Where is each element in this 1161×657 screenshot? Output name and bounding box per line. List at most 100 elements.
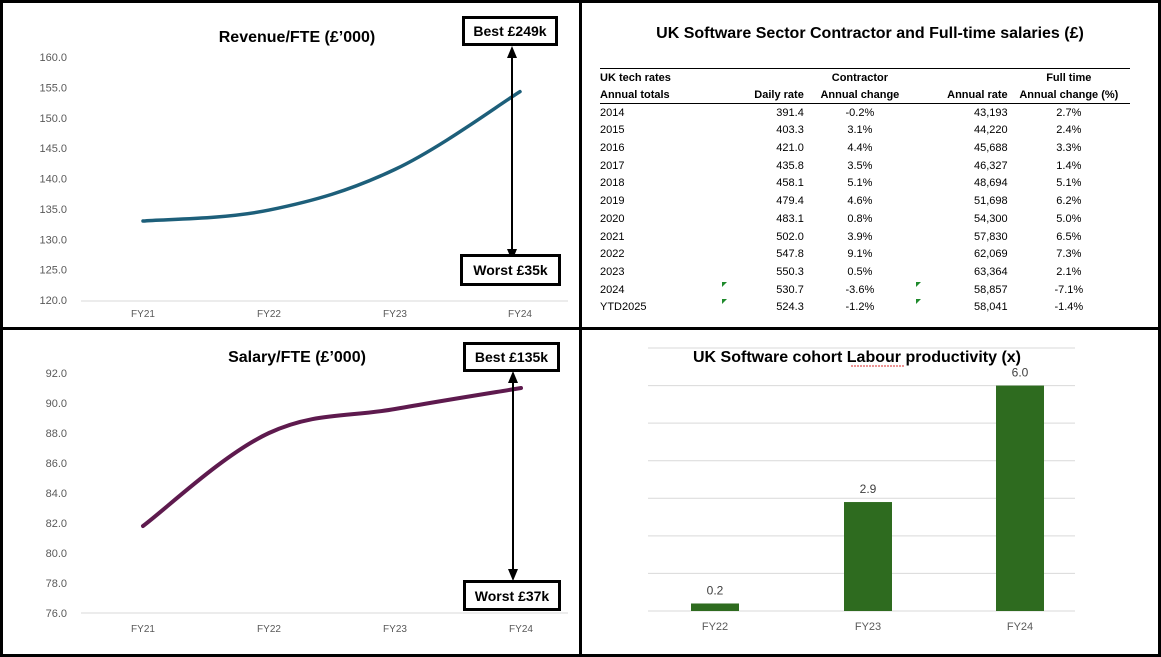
error-flag-icon <box>722 299 728 305</box>
revenue-panel: Revenue/FTE (£’000) 120.0 125.0 130.0 135.0… <box>3 3 579 327</box>
col-header-year: Annual totals <box>600 88 670 101</box>
rev-x-tick-label: FY22 <box>257 309 281 320</box>
cell-daily-rate: 391.4 <box>776 106 804 119</box>
cell-contractor-change: -0.2% <box>845 106 875 119</box>
salary-worst-callout: Worst £37k <box>463 580 561 611</box>
cell-contractor-change: 4.4% <box>847 142 873 155</box>
cell-year: YTD2025 <box>600 301 647 314</box>
table-row: 2020 483.1 0.8% 54,300 5.0% <box>600 210 1130 228</box>
cell-fulltime-change: -1.4% <box>1054 301 1084 314</box>
cell-daily-rate: 435.8 <box>776 159 804 172</box>
revenue-chart-title: Revenue/FTE (£’000) <box>219 29 376 46</box>
productivity-chart: UK Software cohort Labour productivity (… <box>648 347 1075 633</box>
salary-chart: Salary/FTE (£’000) 76.0 78.0 80.0 82.0 84.0 8… <box>46 349 568 635</box>
table-row: 2015 403.3 3.1% 44,220 2.4% <box>600 122 1130 140</box>
cell-contractor-change: -3.6% <box>845 283 875 296</box>
cell-year: 2021 <box>600 230 625 243</box>
rev-x-tick-label: FY23 <box>383 309 407 320</box>
rev-y-tick-label: 160.0 <box>39 52 67 64</box>
productivity-bar <box>996 385 1044 611</box>
cell-daily-rate: 502.0 <box>776 230 804 243</box>
cell-year: 2023 <box>600 265 625 278</box>
productivity-x-tick-label: FY22 <box>702 621 728 633</box>
table-row: 2018 458.1 5.1% 48,694 5.1% <box>600 175 1130 193</box>
sal-x-tick-label: FY23 <box>383 624 407 635</box>
productivity-x-tick-label: FY23 <box>855 621 881 633</box>
cell-fulltime-change: 5.1% <box>1056 177 1082 190</box>
table-row: 2016 421.0 4.4% 45,688 3.3% <box>600 139 1130 157</box>
cell-fulltime-change: 2.4% <box>1056 124 1082 137</box>
cell-year: 2022 <box>600 248 625 261</box>
productivity-bar <box>691 603 739 611</box>
sal-y-tick-label: 88.0 <box>46 428 67 440</box>
table-row: YTD2025 524.3 -1.2% 58,041 -1.4% <box>600 298 1130 316</box>
productivity-data-label: 0.2 <box>707 583 724 597</box>
salary-panel: Salary/FTE (£’000) 76.0 78.0 80.0 82.0 84.0 8… <box>3 330 579 654</box>
rev-x-tick-label: FY21 <box>131 309 155 320</box>
cell-fulltime-change: 6.5% <box>1056 230 1082 243</box>
cell-annual-rate: 48,694 <box>974 177 1008 190</box>
revenue-best-callout: Best £249k <box>462 16 558 46</box>
sal-y-tick-label: 90.0 <box>46 398 67 410</box>
revenue-arrow-head-top <box>507 46 517 58</box>
rev-y-tick-label: 145.0 <box>39 143 67 155</box>
cell-year: 2017 <box>600 159 625 172</box>
cell-year: 2016 <box>600 142 625 155</box>
sal-x-tick-label: FY22 <box>257 624 281 635</box>
cell-daily-rate: 421.0 <box>776 142 804 155</box>
productivity-chart-title: UK Software cohort Labour productivity (… <box>693 349 1021 366</box>
cell-annual-rate: 58,857 <box>915 281 1008 299</box>
col-header-fulltime-change: Annual change (%) <box>1019 88 1119 101</box>
revenue-series-line <box>141 89 522 223</box>
sal-y-tick-label: 80.0 <box>46 548 67 560</box>
horizontal-divider <box>0 327 1161 330</box>
cell-annual-rate: 43,193 <box>974 106 1008 119</box>
cell-daily-rate: 524.3 <box>722 298 804 316</box>
cell-contractor-change: 0.8% <box>847 212 873 225</box>
revenue-chart: Revenue/FTE (£’000) 120.0 125.0 130.0 135.0… <box>39 29 568 320</box>
rev-y-tick-label: 130.0 <box>39 234 67 246</box>
cell-contractor-change: 4.6% <box>847 195 873 208</box>
cell-daily-rate: 483.1 <box>776 212 804 225</box>
salary-best-callout: Best £135k <box>463 342 560 372</box>
salary-table-panel: UK Software Sector Contractor and Full-t… <box>582 3 1158 327</box>
cell-daily-rate: 530.7 <box>722 281 804 299</box>
error-flag-icon <box>915 299 921 305</box>
cell-annual-rate: 46,327 <box>974 159 1008 172</box>
cell-contractor-change: 3.5% <box>847 159 873 172</box>
cell-daily-rate: 550.3 <box>776 265 804 278</box>
table-row: 2022 547.8 9.1% 62,069 7.3% <box>600 245 1130 263</box>
cell-annual-rate: 45,688 <box>974 142 1008 155</box>
rev-y-tick-label: 140.0 <box>39 174 67 186</box>
cell-daily-rate: 458.1 <box>776 177 804 190</box>
sal-y-tick-label: 92.0 <box>46 368 67 380</box>
cell-year: 2014 <box>600 106 625 119</box>
sal-y-tick-label: 84.0 <box>46 488 67 500</box>
table-row: 2019 479.4 4.6% 51,698 6.2% <box>600 192 1130 210</box>
productivity-x-tick-label: FY24 <box>1007 621 1033 633</box>
table-row: 2017 435.8 3.5% 46,327 1.4% <box>600 157 1130 175</box>
cell-contractor-change: 3.1% <box>847 124 873 137</box>
salary-table-title: UK Software Sector Contractor and Full-t… <box>656 25 1084 42</box>
cell-daily-rate: 547.8 <box>776 248 804 261</box>
error-flag-icon <box>915 281 921 287</box>
cell-fulltime-change: 7.3% <box>1056 248 1082 261</box>
rev-y-tick-label: 155.0 <box>39 82 67 94</box>
cell-annual-rate: 62,069 <box>974 248 1008 261</box>
cell-contractor-change: -1.2% <box>845 301 875 314</box>
productivity-panel: UK Software cohort Labour productivity (… <box>582 330 1158 654</box>
productivity-data-label: 2.9 <box>860 482 877 496</box>
productivity-data-label: 6.0 <box>1012 366 1029 380</box>
rev-y-tick-label: 120.0 <box>39 295 67 307</box>
header-fulltime: Full time <box>1046 71 1092 84</box>
rev-y-tick-label: 135.0 <box>39 204 67 216</box>
sal-y-tick-label: 86.0 <box>46 458 67 470</box>
error-flag-icon <box>722 281 728 287</box>
rev-x-tick-label: FY24 <box>508 309 532 320</box>
header-group-label: UK tech rates <box>600 71 671 84</box>
salary-arrow-head-bottom <box>508 569 518 581</box>
cell-fulltime-change: 2.7% <box>1056 106 1082 119</box>
cell-fulltime-change: 5.0% <box>1056 212 1082 225</box>
cell-year: 2018 <box>600 177 625 190</box>
cell-annual-rate: 51,698 <box>974 195 1008 208</box>
